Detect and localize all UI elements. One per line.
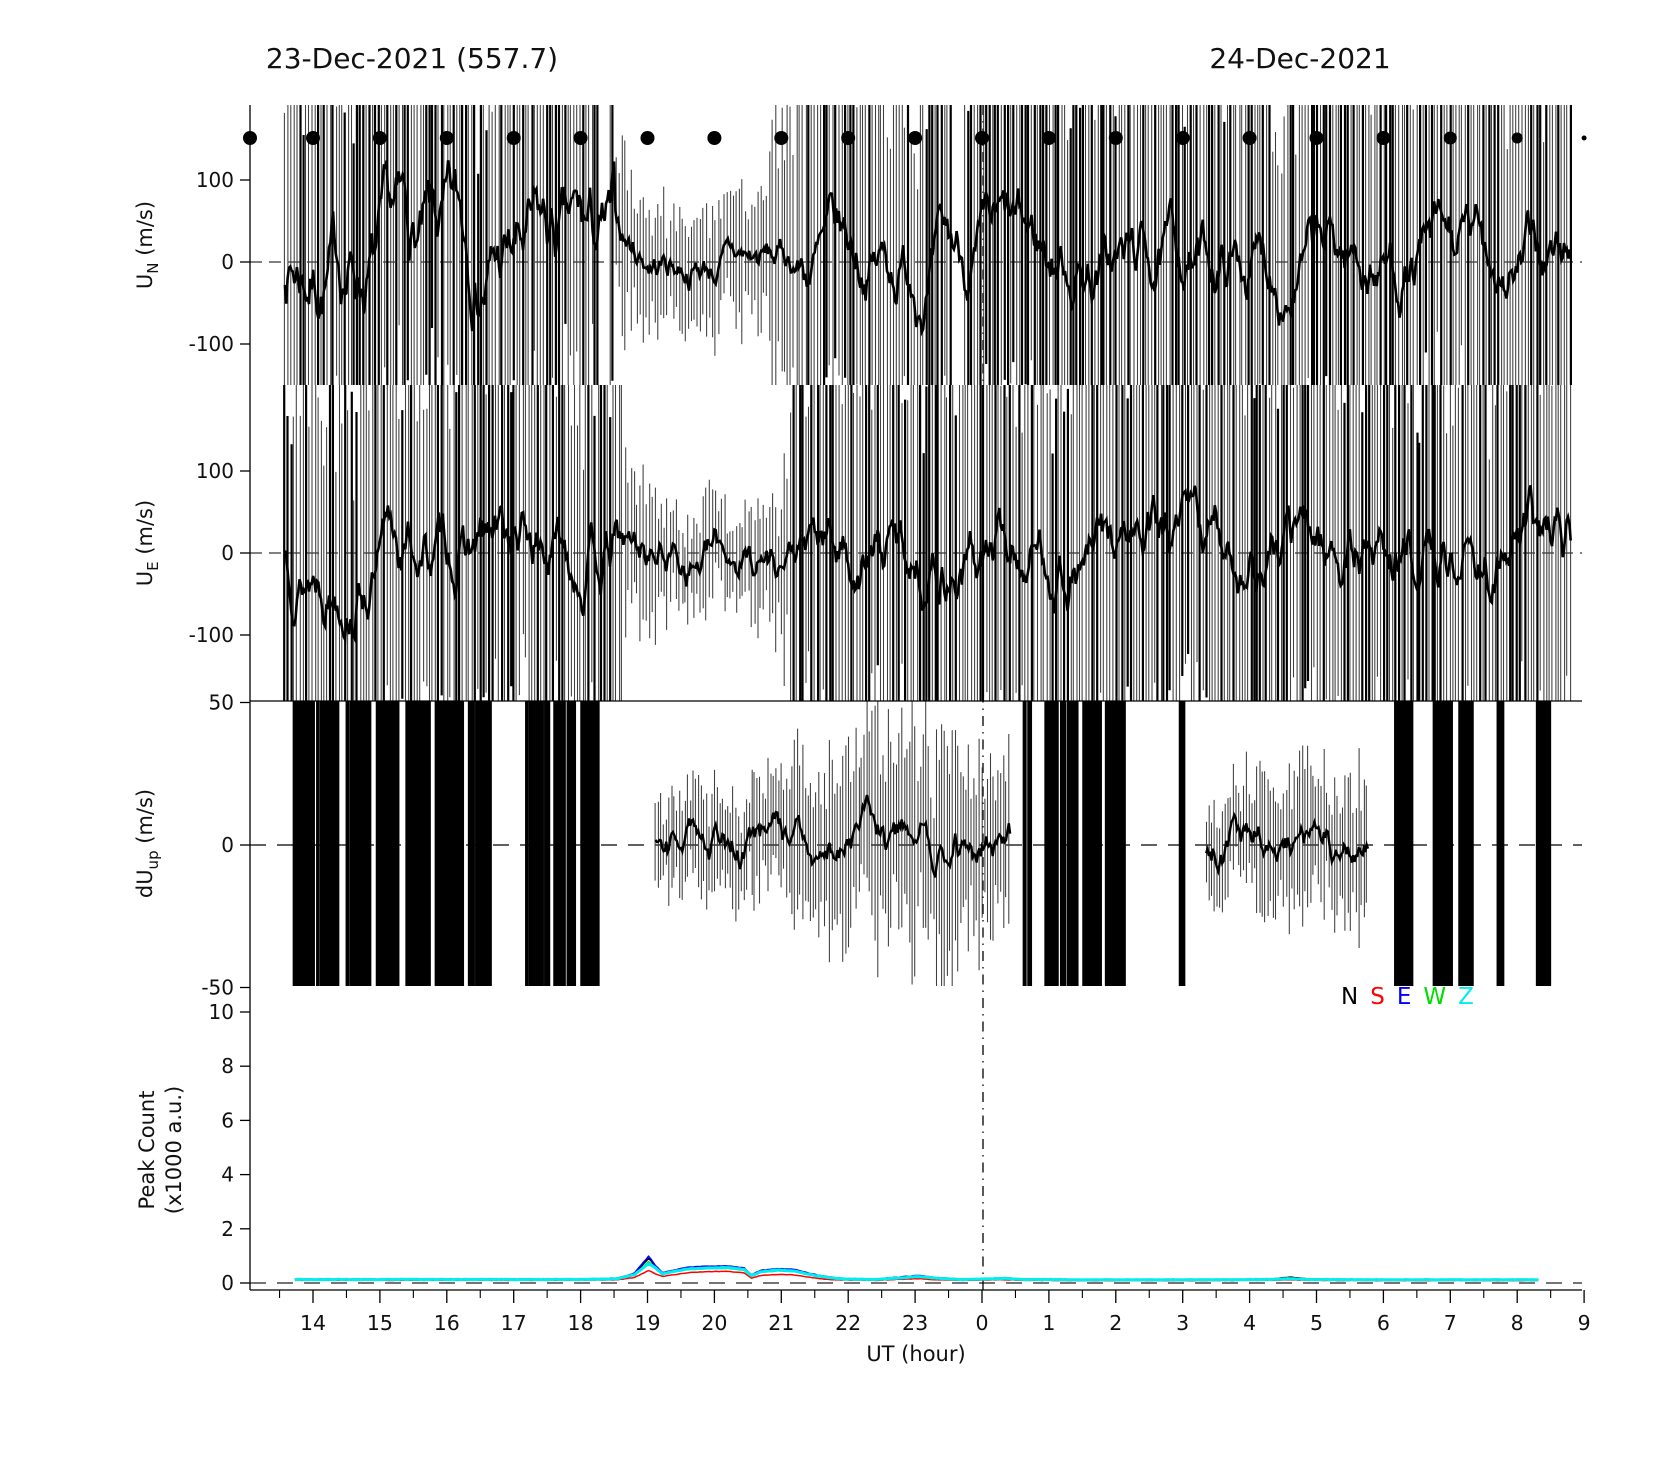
y-tick-label: 0	[221, 833, 234, 857]
y-label-ue: UE (m/s)	[133, 500, 162, 586]
du-up-data	[292, 701, 1552, 986]
hour-dot	[439, 131, 454, 145]
y-tick-label: 100	[196, 168, 234, 192]
y-tick-label: -50	[201, 976, 234, 1000]
legend-item-s: S	[1370, 984, 1385, 1010]
hour-dot	[1581, 135, 1587, 141]
x-tick-label: 0	[975, 1311, 988, 1335]
legend-item-n: N	[1341, 984, 1359, 1010]
x-tick-label: 16	[434, 1311, 460, 1335]
x-tick-label: 17	[501, 1311, 527, 1335]
y-label-duup: dUup (m/s)	[133, 789, 162, 898]
y-tick-label: 8	[221, 1054, 234, 1078]
x-tick-label: 23	[902, 1311, 928, 1335]
hour-dot	[774, 131, 789, 145]
x-tick-label: 1	[1042, 1311, 1055, 1335]
y-tick-label: 4	[221, 1163, 234, 1187]
legend: N S E W Z	[1341, 984, 1474, 1010]
x-tick-label: 6	[1377, 1311, 1390, 1335]
x-axis-label: UT (hour)	[866, 1342, 966, 1366]
hour-dot-markers	[243, 131, 1587, 145]
x-tick-label: 2	[1109, 1311, 1122, 1335]
hour-dot	[841, 131, 856, 145]
hour-dot	[707, 131, 722, 145]
du-up-mean-line-0	[654, 794, 1012, 878]
hour-dot	[1242, 131, 1257, 145]
x-tick-label: 7	[1444, 1311, 1457, 1335]
hour-dot	[1511, 132, 1523, 144]
x-tick-label: 18	[568, 1311, 594, 1335]
u-east-errorbars	[292, 385, 1572, 701]
legend-item-z: Z	[1458, 984, 1474, 1010]
du-up-mean-line-1	[1204, 811, 1370, 876]
x-tick-label: 5	[1310, 1311, 1323, 1335]
y-tick-label: 2	[221, 1217, 234, 1241]
hour-dot	[506, 131, 521, 145]
y-tick-label: -100	[189, 332, 234, 356]
peak-count-series-Z	[294, 1262, 1539, 1282]
x-tick-label: 3	[1176, 1311, 1189, 1335]
y-tick-label: 50	[209, 691, 234, 715]
x-tick-label: 15	[367, 1311, 393, 1335]
u-east-data	[283, 385, 1572, 701]
y-tick-label: 10	[209, 1000, 234, 1024]
hour-dot	[306, 131, 320, 145]
x-tick-label: 8	[1511, 1311, 1524, 1335]
y-tick-label: -100	[189, 623, 234, 647]
y-tick-label: 0	[221, 1271, 234, 1295]
x-tick-label: 21	[768, 1311, 794, 1335]
hour-dot	[1108, 131, 1123, 145]
u-north-mean-line	[283, 160, 1572, 337]
u-north-errorbars-dark	[299, 105, 1572, 385]
title-right-date: 24-Dec-2021	[1209, 42, 1391, 75]
y-tick-label: 0	[221, 250, 234, 274]
y-tick-label: 6	[221, 1108, 234, 1132]
x-tick-label: 20	[701, 1311, 727, 1335]
legend-item-w: W	[1423, 984, 1447, 1010]
x-tick-label: 14	[300, 1311, 326, 1335]
x-tick-label: 4	[1243, 1311, 1256, 1335]
hour-dot	[1309, 131, 1324, 145]
hour-dot	[640, 131, 655, 145]
y-label-un: UN (m/s)	[133, 201, 162, 289]
x-tick-label: 9	[1578, 1311, 1591, 1335]
y-tick-label: 100	[196, 459, 234, 483]
peak-count-data	[294, 1255, 1539, 1282]
y-tick-label: 0	[221, 541, 234, 565]
hour-dot	[1175, 131, 1190, 145]
du-up-saturated-bars	[292, 701, 1552, 986]
x-tick-label: 19	[634, 1311, 660, 1335]
u-north-errorbars	[283, 105, 1568, 385]
title-left-date: 23-Dec-2021 (557.7)	[265, 42, 559, 75]
hour-dot	[1376, 131, 1391, 145]
y-label-peak-count-line1: Peak Count	[135, 1091, 159, 1210]
hour-dot	[1041, 131, 1056, 145]
hour-dot	[908, 131, 923, 145]
u-east-mean-line	[283, 484, 1572, 645]
hour-dot	[975, 131, 989, 145]
hour-dot	[1443, 131, 1457, 145]
x-tick-label: 22	[835, 1311, 861, 1335]
legend-item-e: E	[1396, 984, 1412, 1010]
hour-dot	[573, 131, 588, 145]
u-north-data	[283, 105, 1572, 385]
hour-dot	[372, 131, 387, 145]
y-label-peak-count-line2: (x1000 a.u.)	[162, 1086, 186, 1214]
